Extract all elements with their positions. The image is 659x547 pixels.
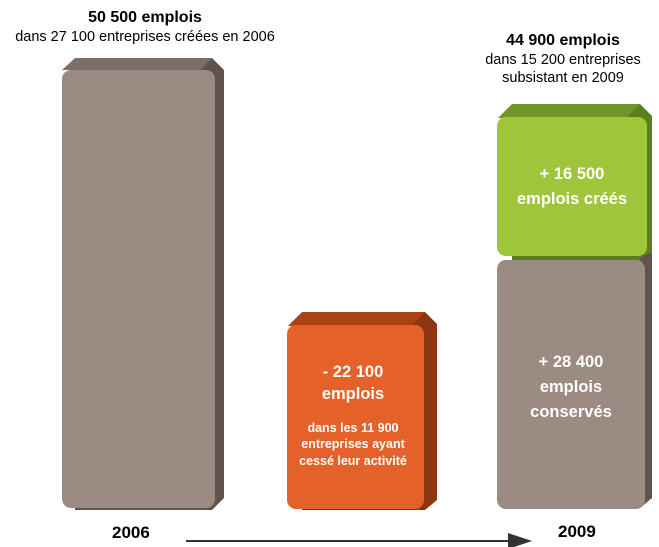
kept-jobs-label: + 28 400 emplois conservés (497, 350, 645, 424)
year-start-label: 2006 (112, 523, 150, 542)
start-headline: 50 500 emplois (88, 9, 202, 26)
start-caption: 50 500 emplois dans 27 100 entreprises c… (0, 8, 290, 46)
lost-detail-3: cessé leur activité (299, 454, 407, 469)
kept-unit-2: conservés (530, 402, 612, 421)
box-created-jobs (497, 104, 652, 262)
timeline-arrow (186, 533, 532, 547)
box-2006 (62, 58, 224, 510)
lost-unit: emplois (321, 385, 385, 404)
kept-unit-1: emplois (539, 377, 603, 396)
created-unit: emplois créés (516, 189, 628, 208)
box-kept-jobs (497, 252, 652, 509)
year-end-label: 2009 (558, 522, 596, 541)
created-jobs-label: + 16 500 emplois créés (497, 162, 647, 212)
lost-detail-1: dans les 11 900 (307, 420, 399, 435)
kept-value: + 28 400 (538, 353, 604, 371)
start-subline: dans 27 100 entreprises créées en 2006 (15, 29, 275, 45)
created-value: + 16 500 (539, 165, 605, 183)
end-caption: 44 900 emplois dans 15 200 entreprises s… (468, 31, 658, 87)
end-subline-2: subsistant en 2009 (502, 70, 624, 87)
box-lost-jobs (287, 312, 437, 510)
end-subline-1: dans 15 200 entreprises (485, 52, 641, 68)
spacer (288, 406, 418, 420)
end-headline: 44 900 emplois (506, 32, 620, 49)
lost-jobs-label: - 22 100 emplois dans les 11 900 entrepr… (288, 361, 418, 470)
lost-detail-2: entreprises ayant (301, 437, 405, 452)
lost-value: - 22 100 (322, 363, 384, 381)
